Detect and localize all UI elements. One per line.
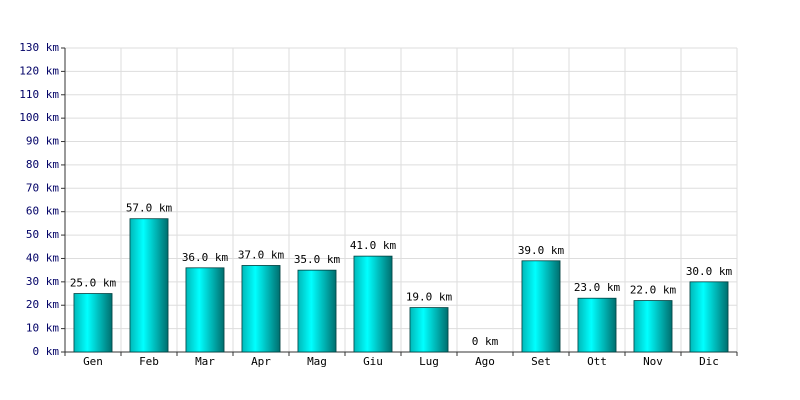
data-label: 36.0 km	[182, 251, 229, 264]
y-tick-label: 10 km	[26, 322, 59, 335]
x-tick-label: Nov	[643, 355, 663, 368]
data-label: 25.0 km	[70, 277, 117, 290]
x-tick-label: Apr	[251, 355, 271, 368]
bar	[633, 300, 673, 353]
data-label: 39.0 km	[518, 244, 565, 257]
x-tick-label: Mar	[195, 355, 215, 368]
y-tick-label: 60 km	[26, 205, 59, 218]
y-tick-label: 0 km	[33, 345, 60, 358]
x-tick-label: Set	[531, 355, 551, 368]
y-tick-label: 80 km	[26, 158, 59, 171]
data-label: 30.0 km	[686, 265, 733, 278]
data-label: 0 km	[472, 335, 499, 348]
x-tick-label: Dic	[699, 355, 719, 368]
bar	[353, 255, 393, 353]
y-tick-label: 70 km	[26, 181, 59, 194]
data-label: 22.0 km	[630, 284, 677, 297]
x-tick-label: Ago	[475, 355, 495, 368]
data-label: 35.0 km	[294, 253, 341, 266]
y-tick-label: 120 km	[19, 64, 59, 77]
bar	[73, 293, 113, 353]
data-label: 37.0 km	[238, 248, 285, 261]
x-tick-label: Lug	[419, 355, 439, 368]
x-tick-label: Ott	[587, 355, 607, 368]
bar	[241, 265, 281, 353]
data-label: 41.0 km	[350, 239, 397, 252]
y-tick-label: 40 km	[26, 251, 59, 264]
y-tick-label: 30 km	[26, 275, 59, 288]
bar	[129, 218, 169, 353]
x-tick-label: Mag	[307, 355, 327, 368]
bar	[689, 281, 729, 353]
bar	[409, 307, 449, 353]
y-tick-label: 50 km	[26, 228, 59, 241]
bar	[297, 269, 337, 353]
bar	[521, 260, 561, 353]
y-tick-label: 100 km	[19, 111, 59, 124]
x-tick-label: Feb	[139, 355, 159, 368]
x-tick-label: Gen	[83, 355, 103, 368]
y-tick-label: 20 km	[26, 298, 59, 311]
bar	[577, 297, 617, 353]
y-tick-label: 90 km	[26, 135, 59, 148]
x-tick-label: Giu	[363, 355, 383, 368]
data-label: 57.0 km	[126, 202, 173, 215]
data-label: 19.0 km	[406, 291, 453, 304]
bar	[185, 267, 225, 353]
y-tick-label: 130 km	[19, 41, 59, 54]
data-label: 23.0 km	[574, 281, 621, 294]
y-tick-label: 110 km	[19, 88, 59, 101]
